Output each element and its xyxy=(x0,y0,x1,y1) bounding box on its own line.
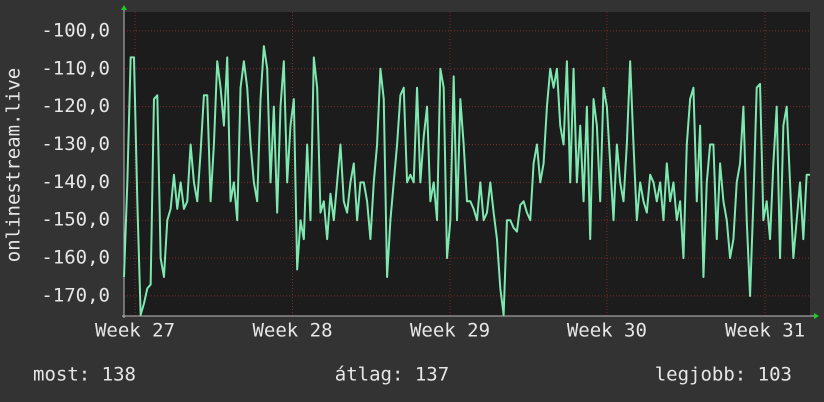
x-tick-label: Week 31 xyxy=(725,320,805,342)
x-tick-label: Week 27 xyxy=(95,320,175,342)
y-tick-label: -110,0 xyxy=(41,57,110,79)
y-tick-label: -100,0 xyxy=(41,19,110,41)
data-line xyxy=(123,45,810,316)
y-axis-arrow xyxy=(121,5,127,10)
x-tick-label: Week 29 xyxy=(410,320,490,342)
x-tick-label: Week 28 xyxy=(252,320,332,342)
y-tick-label: -120,0 xyxy=(41,95,110,117)
stat-average: átlag: 137 xyxy=(335,364,449,386)
stat-best: legjobb: 103 xyxy=(655,364,792,386)
y-tick-label: -150,0 xyxy=(41,209,110,231)
y-tick-label: -140,0 xyxy=(41,171,110,193)
x-axis-arrow xyxy=(814,313,819,319)
stat-current: most: 138 xyxy=(33,364,136,386)
x-tick-label: Week 30 xyxy=(567,320,647,342)
y-tick-label: -130,0 xyxy=(41,133,110,155)
y-tick-label: -170,0 xyxy=(41,284,110,306)
y-axis-label: onlinestream.live xyxy=(3,68,25,262)
y-tick-label: -160,0 xyxy=(41,247,110,269)
